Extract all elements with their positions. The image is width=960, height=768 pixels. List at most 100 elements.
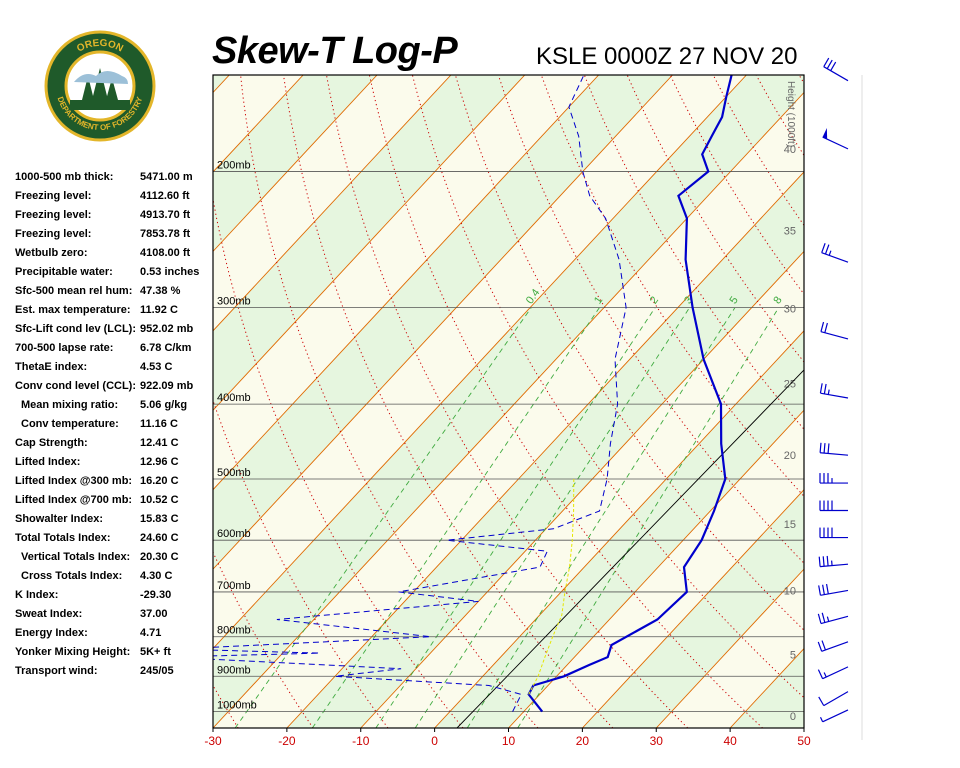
isotherm-band: [213, 75, 804, 728]
index-value: 7853.78 ft: [140, 228, 191, 240]
isotherm-line: [878, 75, 960, 728]
station-time-label: KSLE 0000Z 27 NOV 20: [536, 43, 798, 70]
wind-barb: [817, 612, 849, 625]
isotherm-line: [286, 171, 804, 728]
wind-barb: [818, 555, 849, 568]
pressure-label: 700mb: [217, 580, 251, 592]
x-tick-label: -10: [352, 734, 370, 748]
index-value: 12.41 C: [140, 437, 179, 449]
sounding-trace-1: [213, 75, 627, 712]
seal-icon: OREGON DEPARTMENT OF FORESTRY: [44, 30, 156, 142]
isotherm-line: [803, 727, 804, 728]
svg-text:OREGON: OREGON: [75, 38, 125, 55]
isotherm-line: [213, 75, 452, 332]
chart-title: Skew-T Log-P: [212, 30, 458, 72]
mixing-ratio-label: 1: [592, 294, 605, 306]
index-label: ThetaE index:: [15, 361, 88, 373]
index-label: Lifted Index:: [15, 456, 81, 468]
wind-barb-flag: [817, 641, 823, 652]
isotherm-line: [582, 489, 804, 728]
index-label: Energy Index:: [15, 627, 88, 639]
index-value: 4.30 C: [140, 570, 173, 582]
index-label: Freezing level:: [15, 209, 92, 221]
wind-barb-staff: [820, 615, 849, 625]
index-label: 1000-500 mb thick:: [15, 171, 114, 183]
isotherm-line: [213, 75, 599, 491]
index-label: Yonker Mixing Height:: [15, 646, 131, 658]
index-value: 4112.60 ft: [140, 190, 190, 202]
index-value: 4913.70 ft: [140, 209, 191, 221]
index-value: 20.30 C: [140, 551, 179, 563]
wind-barb-flag: [823, 383, 827, 394]
index-value: 4.71: [140, 627, 162, 639]
index-label: Freezing level:: [15, 228, 92, 240]
index-value: 11.92 C: [140, 304, 178, 316]
pressure-label: 500mb: [217, 467, 251, 479]
index-label: Sfc-500 mean rel hum:: [15, 285, 133, 297]
wind-barb: [819, 500, 848, 512]
wind-barb: [820, 321, 849, 340]
index-value: 5.06 g/kg: [140, 399, 188, 411]
wind-barb-half-flag: [827, 389, 830, 395]
x-tick-label: -20: [278, 734, 296, 748]
isotherm-band: [213, 75, 230, 93]
index-label: Showalter Index:: [15, 513, 104, 525]
wind-barb: [818, 583, 849, 596]
index-label: Est. max temperature:: [15, 304, 131, 316]
pressure-label: 200mb: [217, 160, 251, 172]
wind-barb-half-flag: [819, 717, 824, 723]
index-label: Vertical Totals Index:: [21, 551, 131, 563]
wind-barb-staff: [823, 66, 849, 82]
wind-barb-flag: [830, 61, 837, 71]
wind-barb-flag: [822, 584, 825, 595]
wind-barb-flag: [823, 57, 830, 67]
index-value: 952.02 mb: [140, 323, 194, 335]
wind-barb-flag: [825, 583, 829, 595]
wind-barb-flag: [824, 244, 830, 255]
index-label: Cap Strength:: [15, 437, 88, 449]
height-tick-label: 0: [790, 711, 796, 723]
reference-diagonal: [456, 369, 804, 728]
wind-barb: [821, 243, 849, 263]
dry-adiabat: [798, 75, 804, 85]
wind-barb: [817, 640, 849, 652]
index-label: Transport wind:: [15, 665, 98, 677]
index-value: 16.20 C: [140, 475, 179, 487]
isotherm-line: [213, 91, 804, 728]
x-tick-label: 30: [650, 734, 664, 748]
wind-barb-pennant: [822, 127, 828, 140]
height-tick-label: 40: [784, 144, 796, 156]
mixing-ratio-line: [312, 307, 600, 728]
wind-barb-staff: [820, 563, 849, 568]
logo-top-text: OREGON: [75, 38, 125, 55]
dry-adiabat: [842, 75, 960, 728]
index-value: 922.09 mb: [140, 380, 194, 392]
wind-barb-flag: [823, 443, 826, 454]
mixing-ratio-label: 2: [648, 294, 661, 306]
wind-barb: [817, 666, 849, 680]
index-label: Cross Totals Index:: [21, 570, 123, 582]
isotherm-line: [213, 75, 526, 411]
index-value: 12.96 C: [140, 456, 179, 468]
wind-barb-half-flag: [828, 250, 832, 256]
wind-barb-staff: [822, 136, 849, 150]
wind-barb-staff: [822, 709, 849, 723]
index-value: 37.00: [140, 608, 168, 620]
wind-barb-staff: [820, 589, 849, 596]
mixing-ratio-line: [414, 307, 690, 728]
wind-barb-flag: [817, 613, 822, 624]
wind-barb-flag: [827, 443, 830, 454]
mixing-ratio-line: [466, 307, 736, 728]
wind-barb: [819, 383, 849, 399]
index-label: Total Totals Index:: [15, 532, 111, 544]
wind-barb: [818, 691, 849, 707]
index-value: 47.38 %: [140, 285, 181, 297]
index-value: 15.83 C: [140, 513, 179, 525]
wind-barb-staff: [821, 252, 849, 263]
x-tick-label: 10: [502, 734, 516, 748]
index-value: 11.16 C: [140, 418, 178, 430]
dry-adiabat: [928, 75, 960, 728]
wind-barb-staff: [820, 331, 849, 340]
wind-barb-flag: [821, 640, 827, 651]
isotherm-line: [0, 75, 155, 728]
